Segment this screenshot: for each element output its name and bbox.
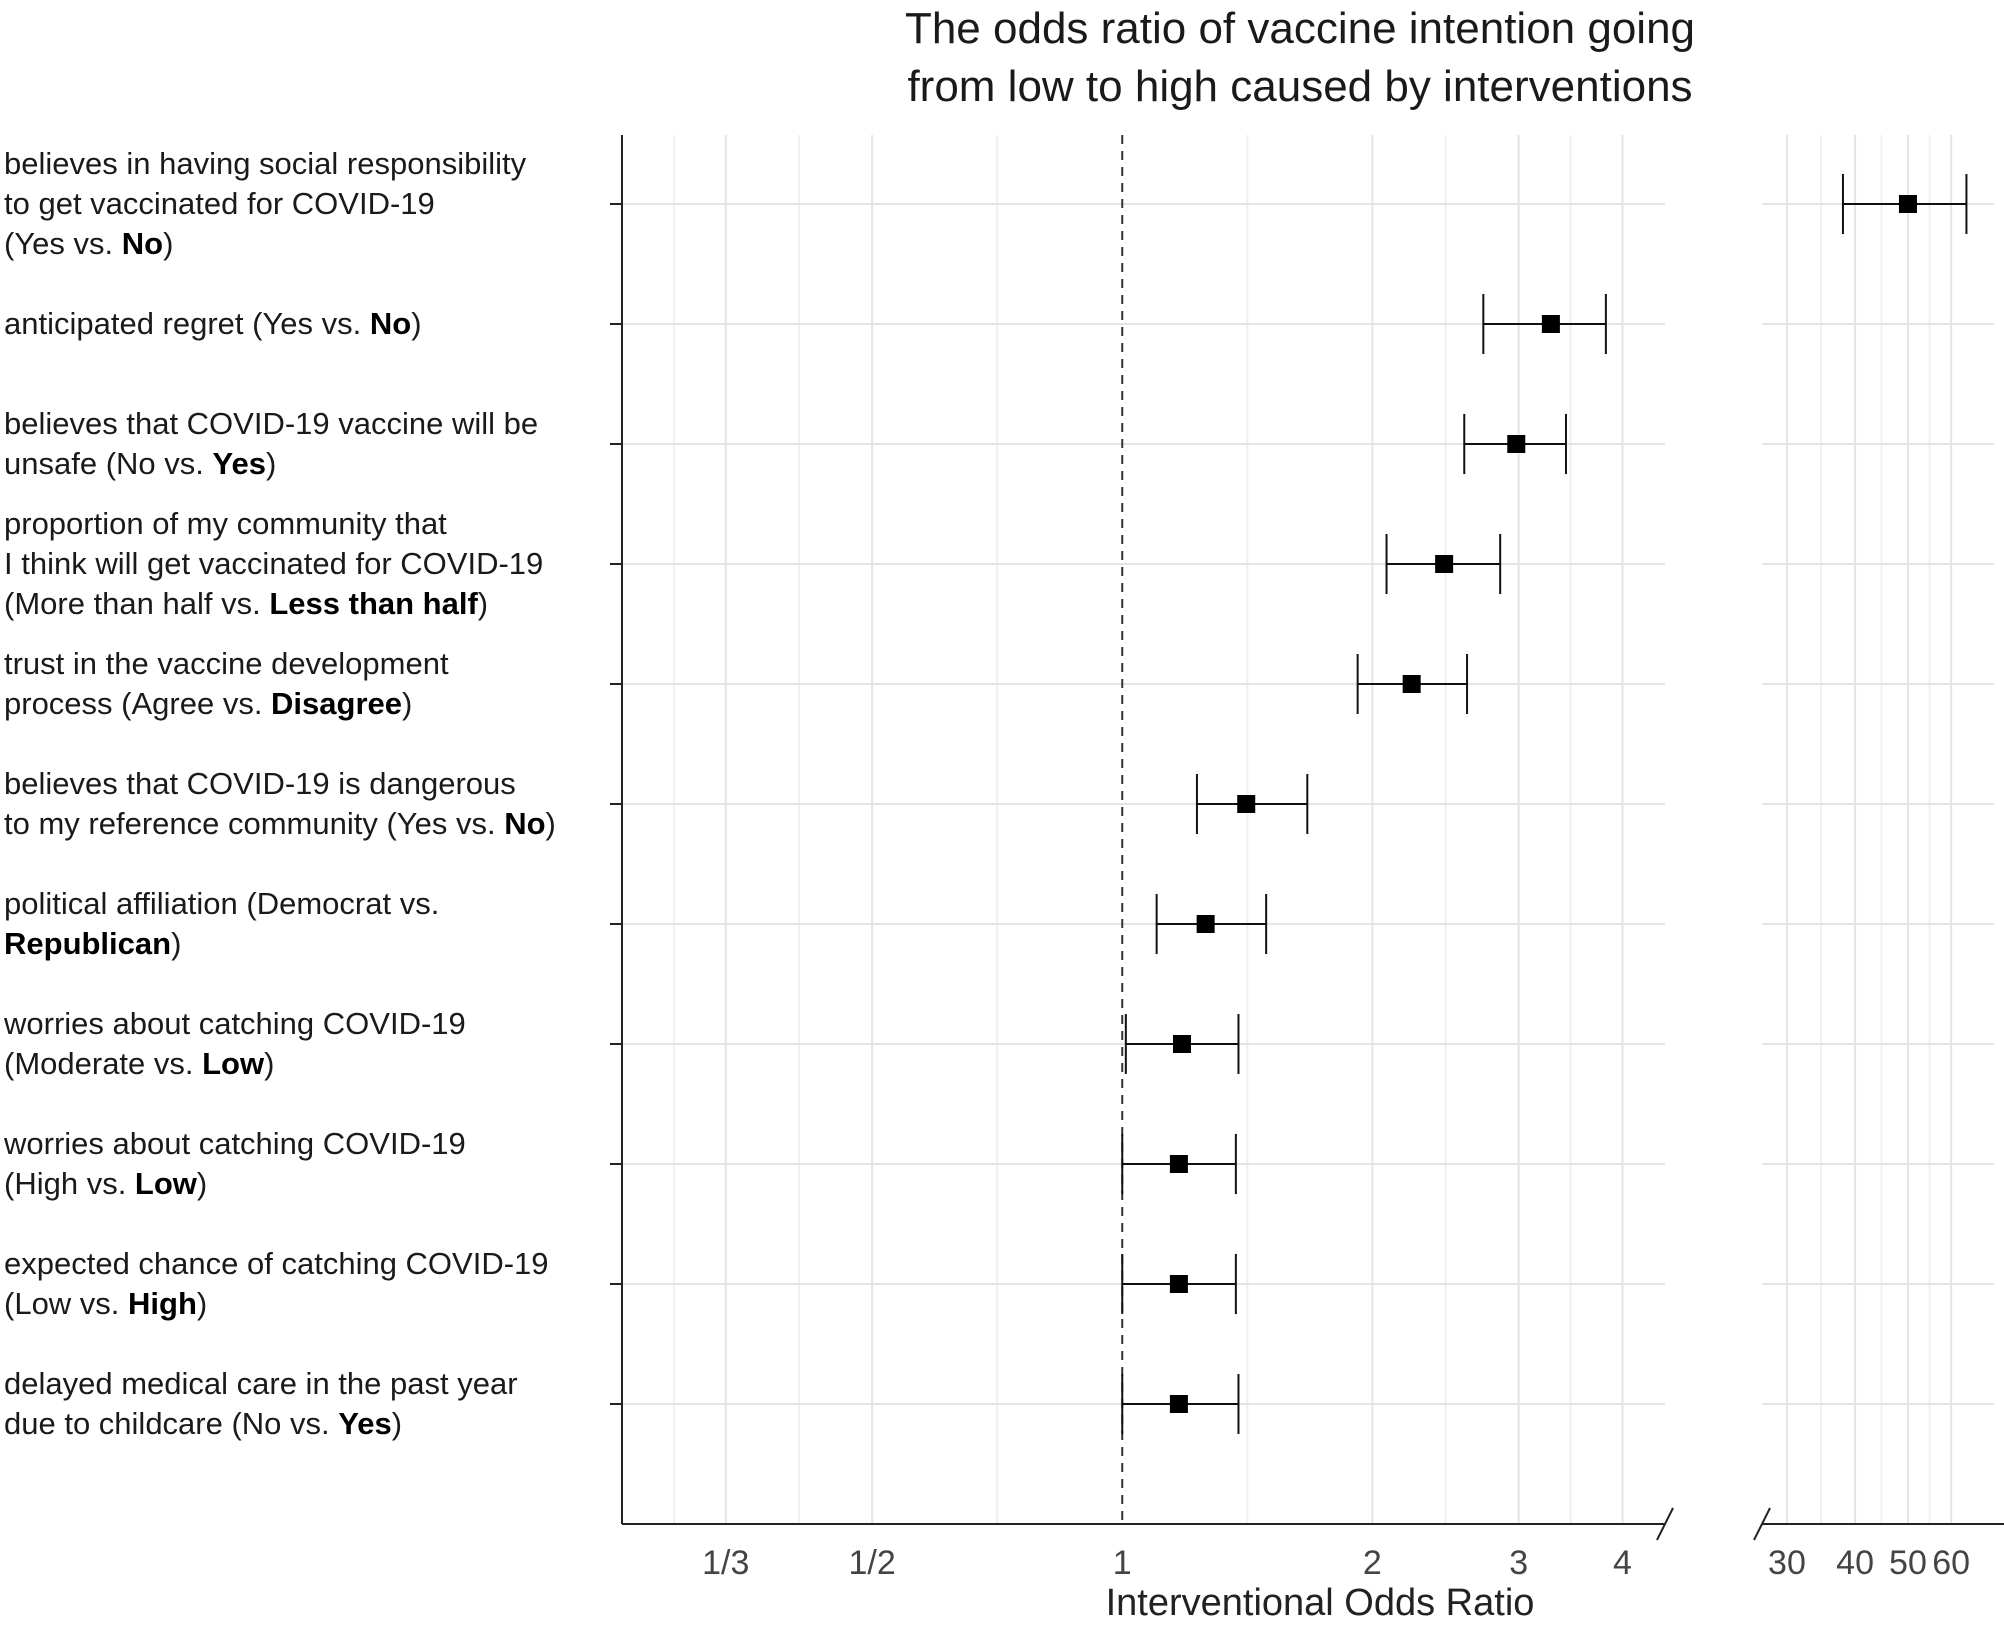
x-tick-label: 3 (1509, 1544, 1528, 1582)
odds-ratio-point (1435, 555, 1454, 573)
reference-level: High (128, 1286, 197, 1321)
odds-ratio-point (1172, 1035, 1191, 1053)
row-label-line: believes that COVID-19 vaccine will be (4, 406, 539, 441)
row-label: believes that COVID-19 vaccine will be un… (4, 404, 604, 484)
reference-level: Yes (338, 1406, 392, 1441)
odds-ratio-point (1169, 1395, 1188, 1413)
reference-level: Disagree (271, 686, 403, 721)
x-tick-label: 30 (1768, 1544, 1806, 1582)
row-label-line: delayed medical care in the past year (4, 1366, 518, 1401)
reference-level: Yes (212, 446, 266, 481)
axis-break-mark (1753, 1507, 1771, 1541)
row-label-line: believes that COVID-19 is dangerous (4, 766, 516, 801)
row-label-line: worries about catching COVID-19 (4, 1006, 466, 1041)
x-tick-label: 2 (1363, 1544, 1382, 1582)
row-label-line: trust in the vaccine development (4, 646, 449, 681)
row-label-line: to my reference community (Yes vs. No) (4, 806, 556, 841)
reference-level: Low (134, 1166, 197, 1201)
chart-title-line-2: from low to high caused by interventions (907, 62, 1693, 111)
row-label: worries about catching COVID-19 (Moderate… (4, 1004, 604, 1084)
x-tick-label: 1/3 (702, 1544, 749, 1582)
reference-level: No (369, 306, 412, 341)
row-label-line: political affiliation (Democrat vs. (4, 886, 440, 921)
row-label-line: (Low vs. High) (4, 1286, 208, 1321)
row-label-line: (More than half vs. Less than half) (4, 586, 489, 621)
chart-title-line-1: The odds ratio of vaccine intention goin… (904, 4, 1696, 53)
odds-ratio-point (1541, 315, 1560, 333)
reference-level: No (121, 226, 164, 261)
row-label-line: Republican) (4, 926, 182, 961)
row-label-line: to get vaccinated for COVID-19 (4, 186, 435, 221)
row-label: trust in the vaccine development process … (4, 644, 604, 724)
odds-ratio-point (1402, 675, 1421, 693)
row-label: delayed medical care in the past year due… (4, 1364, 604, 1444)
reference-level: Less than half (269, 586, 478, 621)
odds-ratio-point (1898, 195, 1917, 213)
odds-ratio-point (1196, 915, 1215, 933)
row-label-line: due to childcare (No vs. Yes) (4, 1406, 403, 1441)
axis-break-mark (1656, 1507, 1674, 1541)
row-label: worries about catching COVID-19 (High vs.… (4, 1124, 604, 1204)
row-label: believes in having social responsibility… (4, 144, 604, 264)
x-tick-label: 40 (1836, 1544, 1874, 1582)
row-label-line: (High vs. Low) (4, 1166, 208, 1201)
odds-ratio-point (1169, 1155, 1188, 1173)
reference-level: No (504, 806, 546, 841)
x-tick-label: 1/2 (848, 1544, 895, 1582)
reference-level: Republican (4, 926, 172, 961)
row-label-line: I think will get vaccinated for COVID-19 (4, 546, 544, 581)
odds-ratio-point (1237, 795, 1256, 813)
row-label-line: (Moderate vs. Low) (4, 1046, 275, 1081)
row-label-line: expected chance of catching COVID-19 (4, 1246, 549, 1281)
odds-ratio-point (1507, 435, 1526, 453)
x-tick-label: 1 (1113, 1544, 1132, 1582)
row-label-line: process (Agree vs. Disagree) (4, 686, 413, 721)
odds-ratio-point (1169, 1275, 1188, 1293)
row-label-line: believes in having social responsibility (4, 146, 527, 181)
row-label-line: unsafe (No vs. Yes) (4, 446, 277, 481)
row-label: political affiliation (Democrat vs. Repub… (4, 884, 604, 964)
x-tick-label: 60 (1932, 1544, 1970, 1582)
row-label-line: worries about catching COVID-19 (4, 1126, 466, 1161)
row-label: proportion of my community that I think w… (4, 504, 604, 624)
x-axis-label: Interventional Odds Ratio (1105, 1582, 1535, 1624)
reference-level: Low (202, 1046, 265, 1081)
row-label-line: anticipated regret (Yes vs. No) (4, 306, 422, 341)
x-tick-label: 50 (1889, 1544, 1927, 1582)
x-tick-label: 4 (1613, 1544, 1632, 1582)
row-label: anticipated regret (Yes vs. No) (4, 304, 604, 344)
chart-title: The odds ratio of vaccine intention goin… (780, 0, 1820, 116)
row-label: believes that COVID-19 is dangerous to my… (4, 764, 604, 844)
row-label: expected chance of catching COVID-19 (Low… (4, 1244, 604, 1324)
row-label-line: proportion of my community that (4, 506, 447, 541)
row-label-line: (Yes vs. No) (4, 226, 174, 261)
